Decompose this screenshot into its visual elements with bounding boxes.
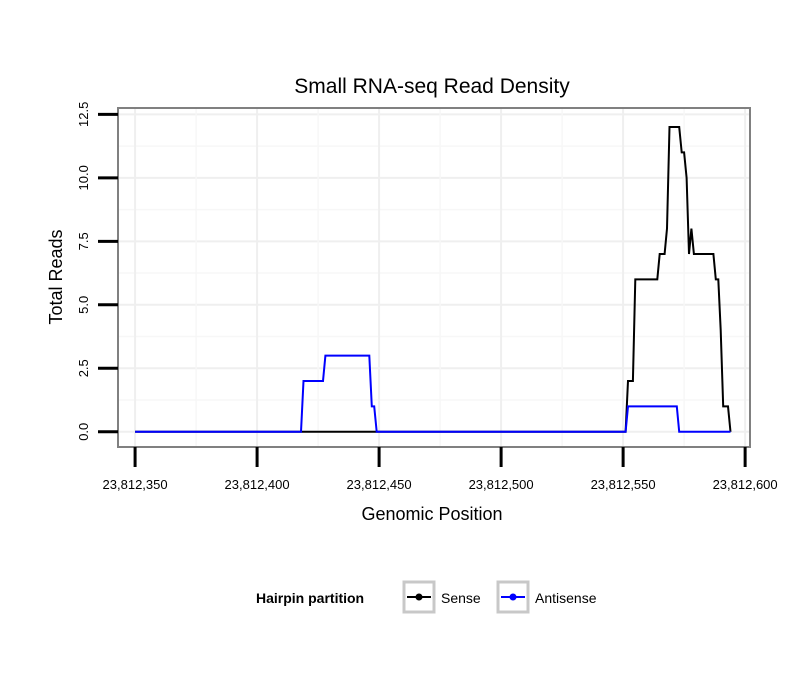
x-tick-label: 23,812,500 xyxy=(469,477,534,492)
x-tick-label: 23,812,550 xyxy=(591,477,656,492)
x-tick-label: 23,812,450 xyxy=(347,477,412,492)
x-tick-label: 23,812,400 xyxy=(225,477,290,492)
x-axis-title: Genomic Position xyxy=(361,504,502,524)
legend-label: Antisense xyxy=(535,590,597,606)
x-tick-label: 23,812,350 xyxy=(103,477,168,492)
legend: Hairpin partition Sense Antisense xyxy=(256,580,597,614)
y-tick-label: 0.0 xyxy=(76,423,91,441)
y-tick-label: 12.5 xyxy=(76,102,91,127)
legend-title: Hairpin partition xyxy=(256,590,364,606)
legend-key-point xyxy=(415,593,423,601)
axes: 0.0 2.5 5.0 7.5 10.0 12.5 23,812,350 23,812,400… xyxy=(76,102,778,492)
series-line-sense xyxy=(135,126,732,433)
x-tick-label: 23,812,600 xyxy=(713,477,778,492)
y-tick-label: 5.0 xyxy=(76,296,91,314)
y-axis-title: Total Reads xyxy=(46,229,66,324)
y-tick-label: 2.5 xyxy=(76,359,91,377)
series-lines xyxy=(135,126,732,433)
series-line-antisense xyxy=(135,354,731,433)
y-tick-label: 10.0 xyxy=(76,165,91,190)
legend-item-sense: Sense xyxy=(402,580,481,614)
y-tick-label: 7.5 xyxy=(76,232,91,250)
legend-key-point xyxy=(509,593,517,601)
legend-label: Sense xyxy=(441,590,481,606)
chart-title: Small RNA-seq Read Density xyxy=(294,75,570,98)
grid xyxy=(118,108,750,447)
legend-item-antisense: Antisense xyxy=(496,580,597,614)
plot-panel-border xyxy=(117,107,751,448)
